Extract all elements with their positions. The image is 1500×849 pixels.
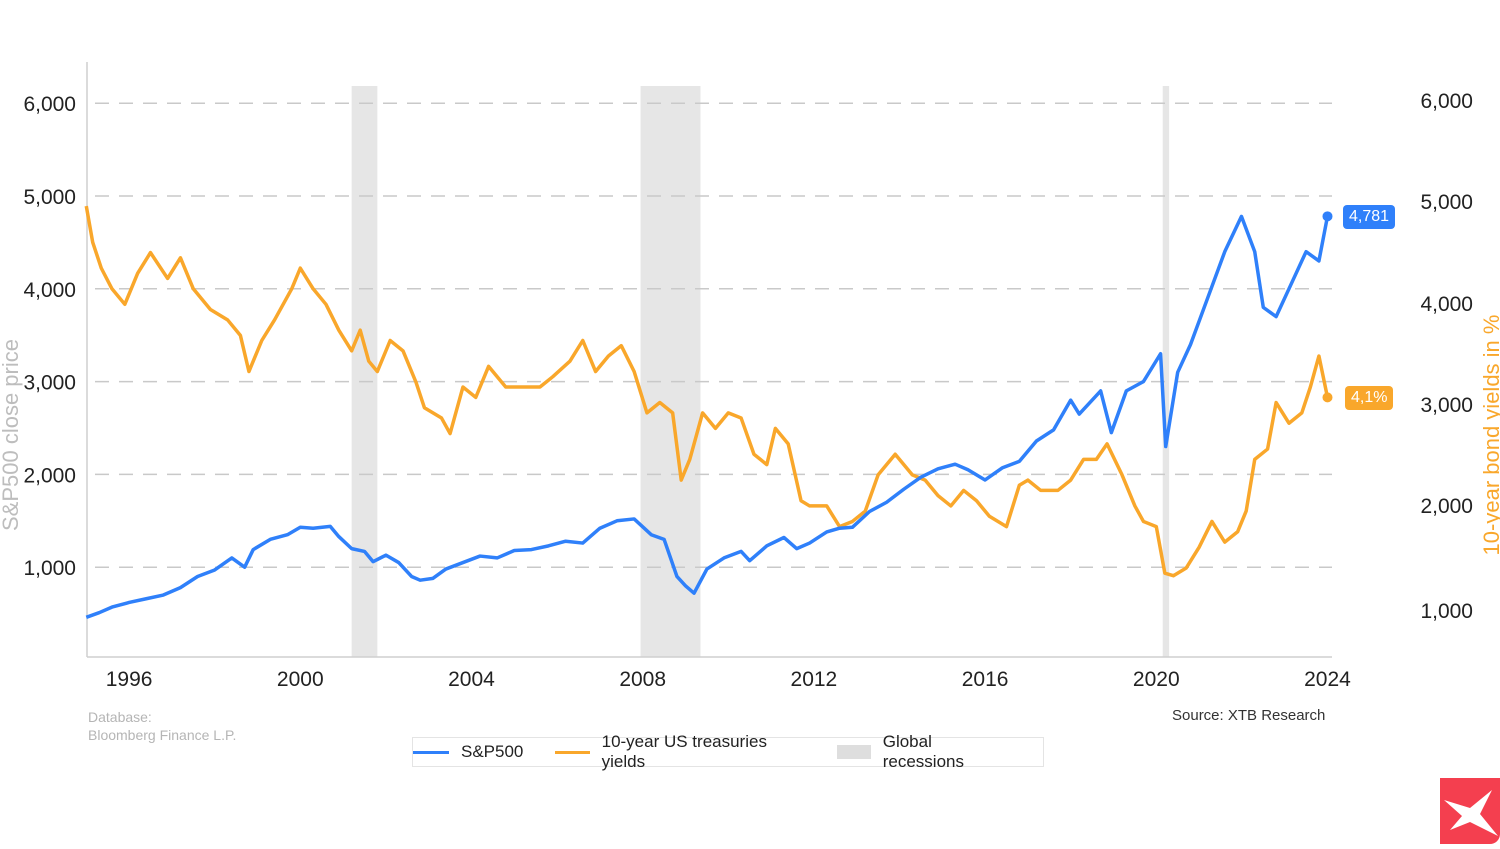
x-tick-label: 2012: [791, 668, 838, 691]
y-axis-title: S&P500 close price: [0, 339, 23, 531]
x-tick-label: 2004: [448, 668, 495, 691]
yields-end-point: [1322, 392, 1333, 403]
legend-swatch-recessions: [836, 745, 871, 759]
legend-swatch-yields: [555, 750, 590, 754]
legend: S&P500 10-year US treasuries yields Glob…: [412, 732, 1044, 771]
y-tick-label: 5,000: [23, 186, 76, 209]
y2-axis-title: 10-year bond yields in %: [1479, 315, 1500, 556]
sp500-end-point: [1322, 211, 1333, 222]
x-tick-label: 2024: [1304, 668, 1351, 691]
legend-label-yields: 10-year US treasuries yields: [601, 732, 767, 771]
legend-label-sp500: S&P500: [461, 742, 524, 761]
yields-end-label: 4,1%: [1345, 386, 1394, 410]
y2-tick-label: 1,000: [1420, 600, 1473, 623]
x-tick-label: 2000: [277, 668, 324, 691]
database-note: Database: Bloomberg Finance L.P.: [88, 708, 236, 744]
y-tick-label: 1,000: [23, 557, 76, 580]
legend-item-recessions[interactable]: Global recessions: [836, 732, 1011, 772]
y-tick-label: 4,000: [23, 279, 76, 302]
y2-tick-label: 6,000: [1420, 90, 1473, 113]
y2-tick-label: 3,000: [1420, 394, 1473, 417]
x-tick-labels: 1996 2000 2004 2008 2012 2016 2020 2024: [106, 668, 1351, 691]
gridlines: [95, 102, 1332, 568]
y-tick-label: 2,000: [23, 464, 76, 487]
recession-band: [1162, 86, 1170, 657]
sp500-line: [85, 214, 1330, 619]
x-tick-label: 1996: [106, 668, 153, 691]
y2-tick-labels: 1,000 2,000 3,000 4,000 5,000 6,000: [1420, 90, 1473, 623]
y-tick-label: 6,000: [23, 93, 76, 116]
recession-band: [640, 86, 701, 657]
series: [84, 205, 1333, 619]
xtb-logo: [1440, 778, 1500, 844]
yields-line: [84, 205, 1330, 578]
y2-tick-label: 4,000: [1420, 293, 1473, 316]
legend-item-yields[interactable]: 10-year US treasuries yields: [555, 732, 804, 772]
source-note: Source: XTB Research: [1172, 707, 1326, 724]
legend-item-sp500[interactable]: S&P500: [413, 742, 523, 762]
recession-band: [351, 86, 378, 657]
sp500-end-label: 4,781: [1343, 205, 1396, 229]
y2-tick-label: 5,000: [1420, 191, 1473, 214]
database-label: Database:: [88, 709, 152, 725]
x-tick-label: 2008: [619, 668, 666, 691]
legend-label-recessions: Global recessions: [882, 732, 964, 771]
database-source: Bloomberg Finance L.P.: [88, 727, 237, 743]
x-tick-label: 2020: [1133, 668, 1180, 691]
recession-bands: [351, 86, 1170, 657]
y-tick-label: 3,000: [23, 372, 76, 395]
x-tick-label: 2016: [962, 668, 1009, 691]
xtb-x-icon: [1444, 790, 1498, 836]
y-tick-labels: 1,000 2,000 3,000 4,000 5,000 6,000: [23, 93, 76, 580]
y2-tick-label: 2,000: [1420, 495, 1473, 518]
legend-swatch-sp500: [413, 750, 449, 754]
